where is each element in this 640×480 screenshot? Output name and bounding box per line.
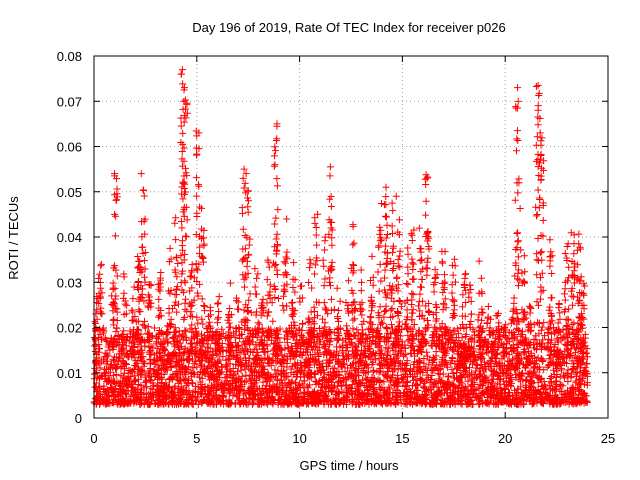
roti-scatter-chart: 00.010.020.030.040.050.060.070.080 5 10 15 2… bbox=[0, 0, 640, 480]
chart-background bbox=[0, 0, 640, 480]
